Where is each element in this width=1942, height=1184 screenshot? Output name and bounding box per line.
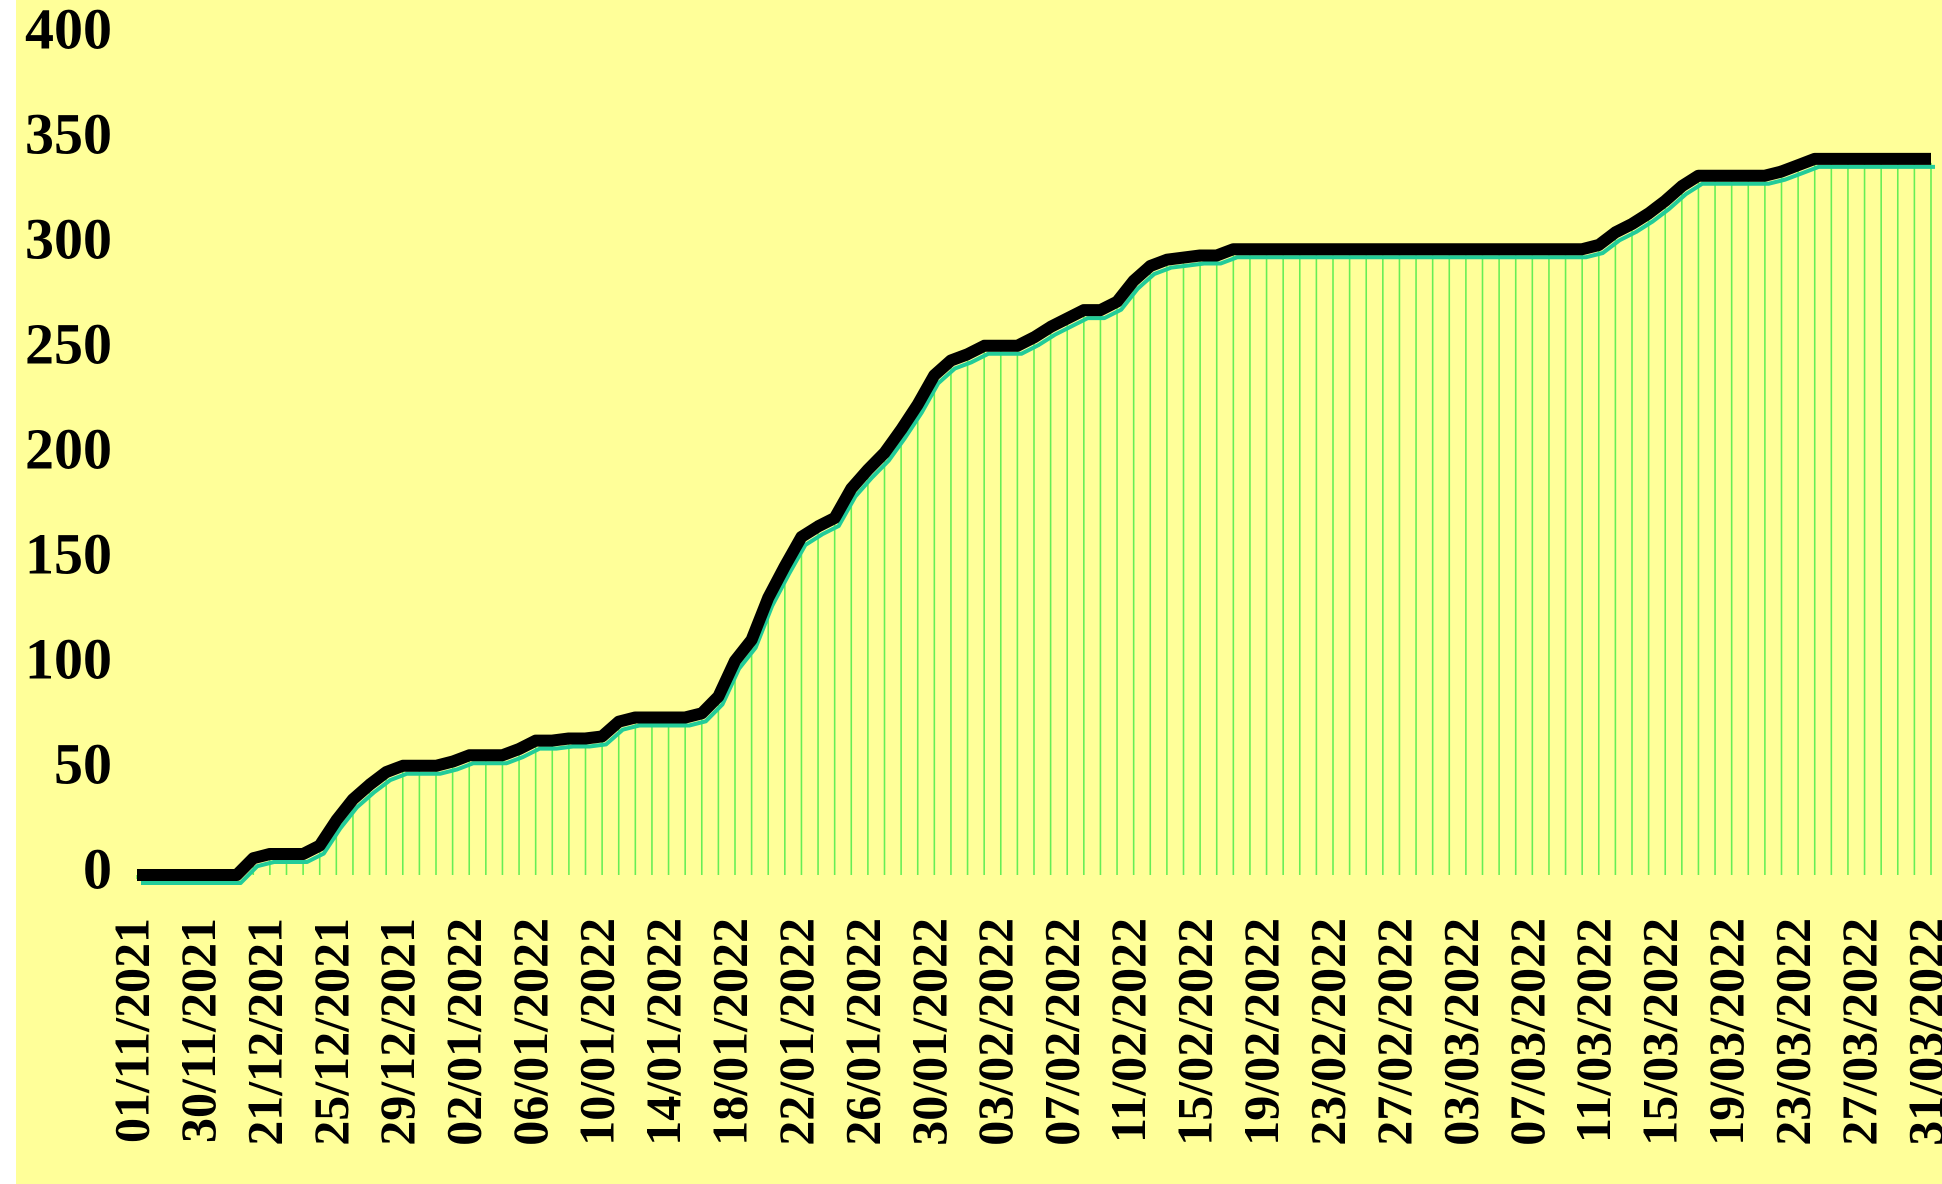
- x-tick-label: 11/03/2022: [1565, 918, 1621, 1143]
- y-tick-label: 250: [25, 311, 112, 376]
- x-tick-label: 30/11/2021: [170, 918, 226, 1143]
- x-tick-label: 31/03/2022: [1897, 918, 1942, 1146]
- x-tick-label: 07/02/2022: [1034, 918, 1090, 1146]
- x-tick-label: 07/03/2022: [1499, 918, 1555, 1146]
- x-tick-label: 29/12/2021: [369, 918, 425, 1146]
- x-tick-label: 15/03/2022: [1632, 918, 1688, 1146]
- y-tick-label: 100: [25, 626, 112, 691]
- x-tick-label: 19/03/2022: [1698, 918, 1754, 1146]
- line: [137, 152, 1931, 881]
- y-tick-label: 400: [25, 0, 112, 61]
- y-tick-label: 200: [25, 416, 112, 481]
- y-tick-label: 350: [25, 101, 112, 166]
- x-tick-label: 27/03/2022: [1831, 918, 1887, 1146]
- x-tick-label: 02/01/2022: [436, 918, 492, 1146]
- x-tick-label: 21/12/2021: [236, 918, 292, 1146]
- x-tick-label: 27/02/2022: [1366, 918, 1422, 1146]
- y-tick-label: 300: [25, 206, 112, 271]
- plot-background: [16, 0, 1942, 1184]
- x-tick-label: 15/02/2022: [1167, 918, 1223, 1146]
- x-tick-label: 01/11/2021: [103, 918, 159, 1143]
- x-tick-label: 30/01/2022: [901, 918, 957, 1146]
- y-tick-label: 150: [25, 521, 112, 586]
- x-tick-label: 23/03/2022: [1765, 918, 1821, 1146]
- line-shadow: [141, 164, 1935, 885]
- x-tick-label: 22/01/2022: [768, 918, 824, 1146]
- x-tick-label: 06/01/2022: [502, 918, 558, 1146]
- x-tick-label: 25/12/2021: [303, 918, 359, 1146]
- x-tick-label: 23/02/2022: [1299, 918, 1355, 1146]
- x-tick-label: 03/02/2022: [967, 918, 1023, 1146]
- x-tick-label: 26/01/2022: [834, 918, 890, 1146]
- y-tick-label: 0: [83, 836, 112, 901]
- x-tick-label: 19/02/2022: [1233, 918, 1289, 1146]
- x-tick-label: 10/01/2022: [569, 918, 625, 1146]
- x-tick-label: 14/01/2022: [635, 918, 691, 1146]
- y-tick-label: 50: [54, 731, 112, 796]
- x-tick-label: 11/02/2022: [1100, 918, 1156, 1143]
- x-tick-label: 03/03/2022: [1432, 918, 1488, 1146]
- x-tick-label: 18/01/2022: [701, 918, 757, 1146]
